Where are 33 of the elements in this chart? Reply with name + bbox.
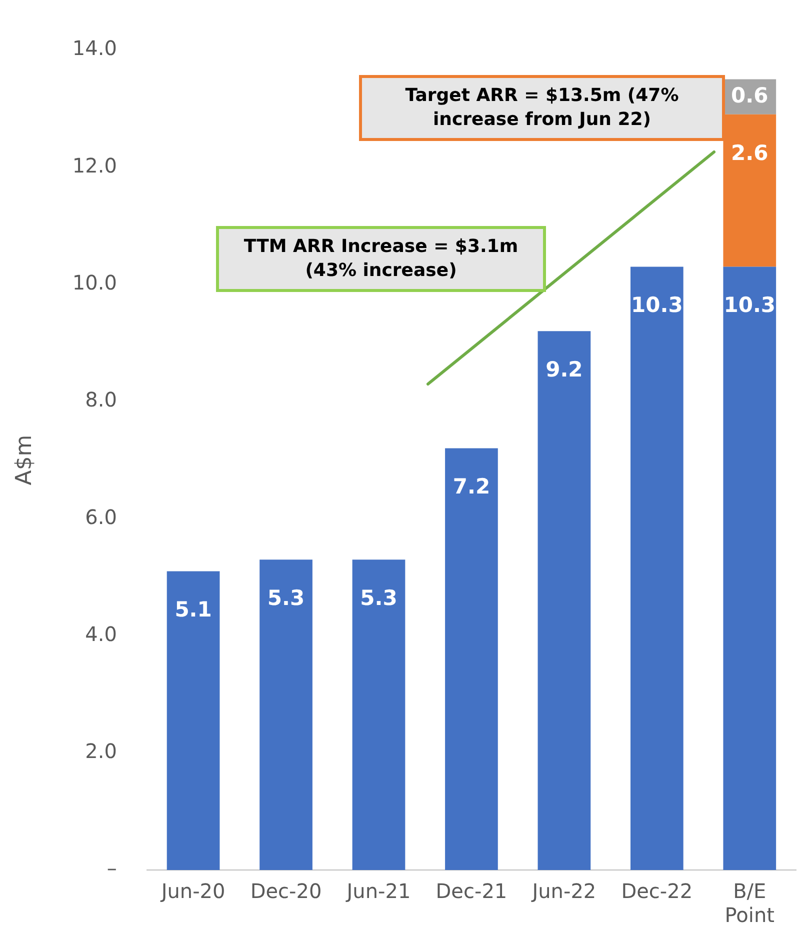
- y-tick-label: 8.0: [85, 388, 117, 412]
- bar: [723, 114, 776, 267]
- x-tick-label: Jun-20: [159, 879, 226, 904]
- x-tick-label: Dec-20: [250, 879, 322, 904]
- x-tick-label: Jun-22: [530, 879, 596, 904]
- y-tick-label: 6.0: [85, 504, 117, 529]
- x-tick-label: Jun-21: [344, 879, 411, 904]
- y-tick-label: 4.0: [85, 622, 117, 646]
- y-tick-label: –: [106, 856, 117, 880]
- x-tick-label: Dec-21: [436, 879, 508, 904]
- bar: [260, 560, 312, 870]
- data-label: 5.1: [174, 598, 212, 622]
- data-label: 0.6: [731, 83, 768, 108]
- data-label: 5.3: [267, 586, 305, 610]
- y-axis-title: A$m: [12, 434, 37, 486]
- data-label: 7.2: [452, 474, 490, 499]
- bar: [352, 560, 406, 870]
- data-label: 9.2: [546, 358, 583, 382]
- data-label: 10.3: [724, 293, 776, 318]
- bar: [445, 448, 498, 870]
- bar: [630, 266, 684, 870]
- x-tick-label: Dec-22: [621, 879, 693, 904]
- y-tick-label: 12.0: [72, 153, 117, 178]
- bar: [723, 266, 776, 870]
- data-label: 10.3: [631, 293, 683, 318]
- bar: [538, 331, 591, 870]
- data-label: 2.6: [731, 140, 768, 165]
- y-tick-label: 10.0: [72, 270, 117, 294]
- y-tick-label: 14.0: [72, 36, 117, 60]
- x-tick-label: B/E Point: [724, 879, 775, 928]
- data-label: 5.3: [360, 586, 398, 610]
- bar: [166, 571, 220, 870]
- y-tick-label: 2.0: [85, 739, 117, 764]
